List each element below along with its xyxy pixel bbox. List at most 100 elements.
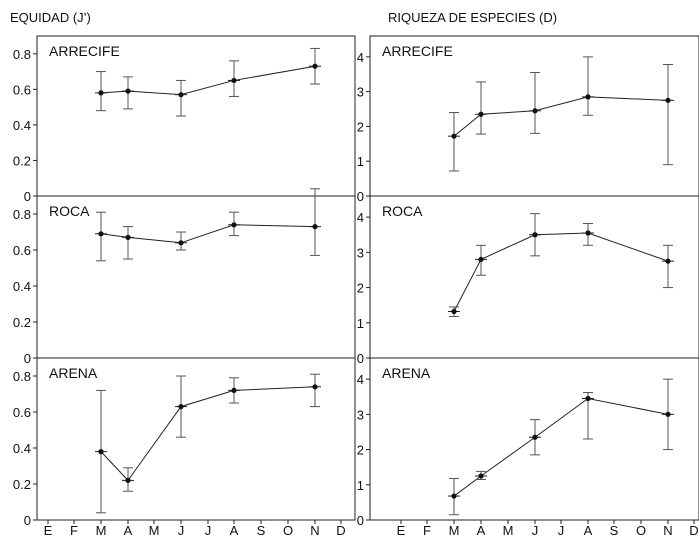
y-tick-label: 1 — [357, 316, 364, 331]
y-tick-label: 0.8 — [13, 47, 31, 62]
panel-label: ARRECIFE — [49, 43, 120, 59]
y-tick-label: 0.6 — [13, 82, 31, 97]
x-tick-label: A — [584, 523, 593, 536]
data-point — [98, 449, 104, 455]
data-point — [585, 395, 591, 402]
y-tick-label: 4 — [357, 50, 364, 65]
data-point — [178, 404, 184, 410]
y-tick-label: 2 — [357, 281, 364, 296]
series-line — [100, 224, 316, 244]
x-tick-label: A — [477, 523, 486, 536]
data-point — [478, 473, 484, 479]
data-point — [312, 224, 318, 230]
y-tick-label: 0.2 — [13, 477, 31, 492]
x-tick-label: S — [610, 523, 619, 536]
panel-arrecife-riqueza: 0 1 2 3 4 ARRECIFE — [357, 35, 699, 204]
x-tick-label: J — [558, 523, 565, 536]
x-tick-label: J — [205, 523, 212, 536]
x-tick-label: A — [230, 523, 239, 536]
x-tick-label: F — [423, 523, 431, 536]
x-tick-label: E — [44, 523, 53, 536]
x-tick-label: M — [149, 523, 160, 536]
data-point — [532, 108, 538, 114]
panel-label: ARENA — [49, 365, 98, 381]
y-tick-label: 0 — [357, 513, 364, 528]
series-line — [453, 96, 669, 137]
x-tick-label: J — [178, 523, 185, 536]
x-tick-label: M — [96, 523, 107, 536]
data-point — [125, 477, 131, 483]
y-tick-label: 1 — [357, 478, 364, 493]
data-point — [585, 94, 591, 100]
y-tick-label: 4 — [357, 372, 364, 387]
y-tick-label: 0.8 — [13, 207, 31, 222]
y-tick-label: 0.4 — [13, 441, 31, 456]
data-point — [478, 256, 484, 262]
x-tick-label: N — [663, 523, 672, 536]
data-point — [231, 77, 237, 84]
panel-label: ROCA — [49, 203, 90, 219]
series-line — [100, 386, 316, 482]
y-tick-label: 0 — [24, 351, 31, 366]
y-tick-label: 3 — [357, 407, 364, 422]
column-title-riqueza: RIQUEZA DE ESPECIES (D) — [388, 10, 558, 25]
x-tick-label: S — [257, 523, 266, 536]
panel-frame — [36, 35, 356, 197]
y-tick-label: 3 — [357, 85, 364, 100]
x-tick-label: F — [70, 523, 78, 536]
data-point — [98, 231, 104, 237]
y-tick-label: 0 — [24, 189, 31, 204]
data-point — [532, 232, 538, 238]
panel-frame — [36, 195, 356, 359]
x-tick-label: O — [283, 523, 293, 536]
data-point — [178, 240, 184, 246]
series-line — [453, 232, 669, 312]
panel-arrecife-equidad: 0 0.2 0.4 0.6 0.8 ARRECIFE — [13, 35, 356, 204]
column-title-equidad: EQUIDAD (J’) — [10, 10, 91, 25]
x-tick-label: D — [336, 523, 345, 536]
data-point — [312, 63, 318, 69]
series-line — [100, 65, 316, 96]
panel-arena-riqueza: 0 1 2 3 4 ARENA E F M A M J J A S O N D — [357, 357, 699, 536]
y-tick-label: 0.4 — [13, 279, 31, 294]
series-line — [453, 397, 669, 497]
x-tick-label: N — [310, 523, 319, 536]
data-point — [231, 222, 237, 228]
y-tick-label: 0 — [357, 351, 364, 366]
y-tick-label: 1 — [357, 154, 364, 169]
data-point — [451, 308, 457, 315]
data-point — [312, 384, 318, 390]
x-tick-label: A — [124, 523, 133, 536]
y-tick-label: 4 — [357, 210, 364, 225]
data-point — [665, 97, 671, 103]
y-tick-label: 0 — [357, 189, 364, 204]
y-tick-label: 2 — [357, 119, 364, 134]
x-tick-label: J — [532, 523, 539, 536]
x-tick-label: O — [636, 523, 646, 536]
y-tick-label: 0.2 — [13, 153, 31, 168]
data-point — [125, 88, 131, 94]
data-point — [532, 434, 538, 440]
y-tick-label: 0.6 — [13, 243, 31, 258]
y-tick-label: 0.6 — [13, 405, 31, 420]
data-point — [665, 411, 671, 417]
data-point — [231, 387, 237, 393]
y-tick-label: 0.4 — [13, 118, 31, 133]
panel-label: ROCA — [382, 203, 423, 219]
x-tick-label: M — [503, 523, 514, 536]
panel-label: ARRECIFE — [382, 43, 453, 59]
x-tick-label: D — [689, 523, 698, 536]
x-tick-label: E — [397, 523, 406, 536]
panel-arena-equidad: 0 0.2 0.4 0.6 0.8 ARENA E F M A M J J A S O N D — [13, 357, 356, 536]
y-tick-label: 0.8 — [13, 369, 31, 384]
panel-roca-riqueza: 0 1 2 3 4 ROCA — [357, 195, 699, 366]
data-point — [451, 133, 457, 139]
y-tick-label: 0 — [24, 513, 31, 528]
x-tick-label: M — [449, 523, 460, 536]
y-tick-label: 2 — [357, 443, 364, 458]
y-tick-label: 0.2 — [13, 315, 31, 330]
data-point — [478, 111, 484, 117]
data-point — [451, 493, 457, 499]
panel-label: ARENA — [382, 365, 431, 381]
